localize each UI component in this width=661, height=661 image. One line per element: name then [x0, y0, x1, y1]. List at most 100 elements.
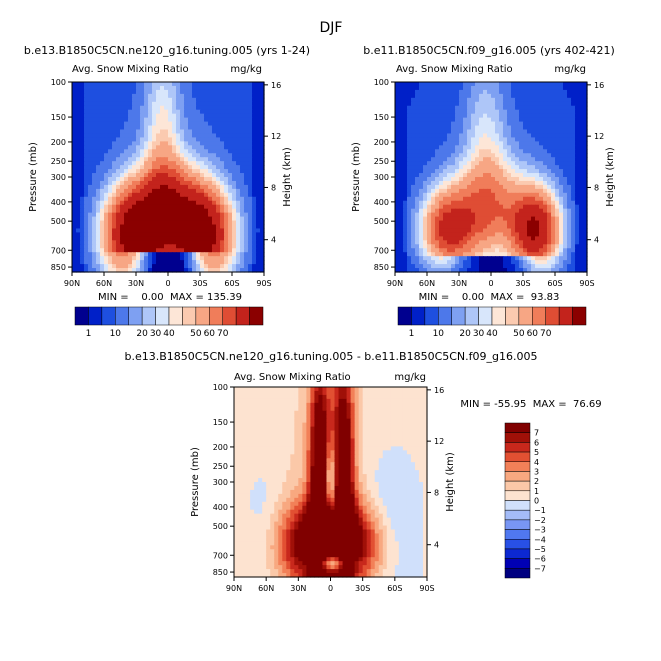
heatmap-cell [228, 133, 233, 139]
heatmap-cell [216, 208, 221, 214]
heatmap-cell [88, 89, 93, 95]
heatmap-cell [184, 125, 189, 131]
heatmap-cell [491, 200, 496, 206]
heatmap-cell [567, 97, 572, 103]
heatmap-cell [228, 129, 233, 135]
heatmap-cell [487, 204, 492, 210]
heatmap-cell [180, 117, 185, 123]
heatmap-cell [407, 165, 412, 170]
heatmap-cell [168, 212, 173, 218]
heatmap-cell [535, 141, 540, 146]
heatmap-cell [132, 228, 137, 234]
heatmap-cell [96, 133, 101, 139]
heatmap-cell [248, 129, 253, 135]
heatmap-cell [76, 153, 81, 158]
heatmap-cell [136, 97, 141, 103]
heatmap-cell [338, 398, 344, 404]
x-tick-label: 60N [96, 279, 112, 288]
heatmap-cell [571, 109, 576, 115]
heatmap-cell [192, 204, 197, 210]
heatmap-cell [475, 85, 480, 91]
heatmap-cell [116, 165, 121, 170]
heatmap-cell [411, 208, 416, 214]
y-axis-label: Pressure (mb) [28, 142, 39, 212]
heatmap-cell [390, 390, 396, 396]
heatmap-cell [216, 212, 221, 218]
heatmap-cell [260, 161, 265, 166]
heatmap-cell [431, 236, 436, 241]
heatmap-cell [527, 109, 532, 115]
heatmap-cell [240, 216, 245, 222]
heatmap-cell [547, 248, 552, 253]
heatmap-cell [495, 89, 500, 95]
heatmap-cell [555, 180, 560, 186]
heatmap-cell [547, 121, 552, 127]
heatmap-cell [399, 220, 404, 226]
heatmap-cell [88, 224, 93, 230]
heatmap-cell [559, 208, 564, 214]
heatmap-cell [451, 137, 456, 142]
heatmap-cell [196, 200, 201, 206]
heatmap-cell [294, 390, 299, 396]
colorbar-label: 10 [110, 329, 122, 339]
heatmap-cell [463, 97, 468, 103]
heatmap-cell [463, 220, 468, 226]
heatmap-cell [136, 169, 141, 174]
heatmap-cell [172, 157, 177, 162]
heatmap-cell [92, 256, 97, 261]
heatmap-cell [427, 121, 432, 127]
heatmap-cell [196, 177, 201, 182]
heatmap-cell [443, 184, 448, 190]
heatmap-cell [208, 165, 213, 170]
heatmap-cell [232, 216, 237, 222]
heatmap-cell [411, 252, 416, 257]
heatmap-cell [483, 204, 488, 210]
heatmap-cell [176, 105, 181, 111]
panel-3-subtitle-left: Avg. Snow Mixing Ratio [234, 372, 351, 383]
heatmap-cell [459, 264, 464, 269]
heatmap-cell [443, 268, 448, 273]
heatmap-cell [88, 252, 93, 257]
heatmap-cell [152, 180, 157, 186]
heatmap-cell [104, 105, 109, 111]
heatmap-cell [224, 165, 229, 170]
heatmap-cell [523, 224, 528, 230]
heatmap-cell [487, 129, 492, 135]
heatmap-cell [467, 228, 472, 234]
heatmap-cell [260, 141, 265, 146]
heatmap-cell [507, 153, 512, 158]
heatmap-cell [84, 173, 89, 178]
heatmap-cell [551, 177, 556, 182]
heatmap-cell [220, 260, 225, 265]
heatmap-cell [144, 133, 149, 139]
heatmap-cell [555, 85, 560, 91]
heatmap-cell [314, 402, 320, 408]
heatmap-cell [156, 232, 161, 237]
heatmap-cell [132, 216, 137, 222]
heatmap-cell [302, 387, 307, 392]
heatmap-cell [104, 137, 109, 142]
heatmap-cell [144, 188, 149, 194]
heatmap-cell [104, 252, 109, 257]
heatmap-cell [415, 204, 420, 210]
heatmap-cell [204, 236, 209, 241]
heatmap-cell [116, 85, 121, 91]
heatmap-cell [507, 125, 512, 131]
heatmap-cell [244, 173, 249, 178]
heatmap-cell [531, 252, 536, 257]
heatmap-cell [471, 228, 476, 234]
heatmap-cell [260, 169, 265, 174]
heatmap-cell [459, 184, 464, 190]
heatmap-cell [92, 228, 97, 234]
heatmap-cell [410, 390, 416, 396]
heatmap-cell [212, 133, 217, 139]
heatmap-cell [439, 248, 444, 253]
heatmap-cell [403, 157, 408, 162]
heatmap-cell [196, 208, 201, 214]
heatmap-cell [475, 232, 480, 237]
heatmap-cell [575, 220, 580, 226]
heatmap-cell [156, 149, 161, 154]
heatmap-cell [116, 212, 121, 218]
heatmap-cell [575, 113, 580, 119]
heatmap-cell [467, 89, 472, 95]
